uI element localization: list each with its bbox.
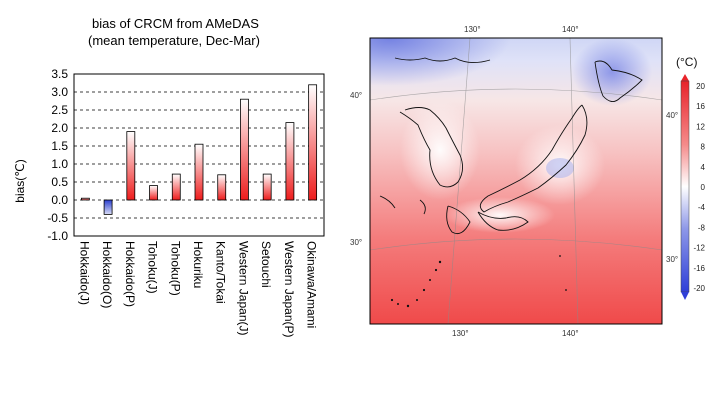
bar-western-japan-p	[285, 122, 295, 201]
map-lon-label-140-bottom: 140°	[562, 329, 579, 338]
bar-okinawa-amami	[308, 84, 318, 201]
colorbar-tick-label: -16	[693, 264, 705, 273]
bar-kanto-tokai	[217, 174, 227, 201]
y-tick-label: 0.0	[51, 193, 68, 207]
bar-tohoku-p	[171, 173, 181, 201]
chart-bars	[80, 84, 318, 215]
y-tick-label: 0.5	[51, 175, 68, 189]
x-tick-label: Kanto/Tokai	[214, 241, 228, 304]
y-tick-label: 1.5	[51, 139, 68, 153]
map-lon-label-130-top: 130°	[464, 25, 481, 34]
x-tick-label: Hokuriku	[191, 241, 205, 288]
map-field	[370, 38, 662, 324]
colorbar-max-arrow	[681, 74, 689, 81]
map-lat-label-40-left: 40°	[350, 91, 362, 100]
y-tick-label: -0.5	[47, 211, 68, 225]
colorbar-tick-label: 20	[696, 82, 705, 91]
map-lat-label-30-left: 30°	[350, 238, 362, 247]
colorbar-tick-label: 12	[696, 122, 705, 131]
colorbar-tick-label: 4	[701, 163, 706, 172]
x-tick-label: Tohoku(P)	[168, 241, 182, 296]
colorbar	[680, 80, 690, 293]
bar-setouchi	[262, 173, 272, 201]
y-tick-label: 3.0	[51, 85, 68, 99]
y-tick-labels: 3.5 3.0 2.5 2.0 1.5 1.0 0.5 0.0 -0.5 -1.0	[47, 67, 68, 243]
x-tick-label: Setouchi	[259, 241, 273, 288]
colorbar-tick-label: -4	[698, 203, 706, 212]
y-tick-label: 3.5	[51, 67, 68, 81]
bar-western-japan-j	[240, 98, 249, 201]
bias-bar-chart: 3.5 3.0 2.5 2.0 1.5 1.0 0.5 0.0 -0.5 -1.0 Hokkaid…	[13, 67, 325, 338]
colorbar-tick-labels: 20 16 12 8 4 0 -4 -8 -12 -16 -20	[693, 82, 705, 293]
colorbar-unit: (°C)	[676, 55, 697, 69]
chart-title: bias of CRCM from AMeDAS	[92, 16, 259, 31]
map-lat-label-30-right: 30°	[666, 255, 678, 264]
chart-subtitle: (mean temperature, Dec-Mar)	[88, 33, 260, 48]
plot-frame	[73, 73, 325, 237]
x-tick-label: Okinawa/Amami	[305, 241, 319, 328]
bar-hokkaido-j	[80, 197, 90, 201]
bar-hokkaido-p	[126, 131, 136, 201]
colorbar-tick-label: -12	[693, 244, 705, 253]
x-tick-label: Western Japan(P)	[282, 241, 296, 338]
colorbar-tick-label: -20	[693, 284, 705, 293]
colorbar-tick-label: 16	[696, 102, 705, 111]
y-tick-label: 2.0	[51, 121, 68, 135]
bar-hokuriku	[194, 143, 204, 201]
bar-tohoku-j	[149, 185, 158, 201]
bar-hokkaido-o	[103, 199, 113, 215]
x-tick-label: Hokkaido(J)	[77, 241, 91, 305]
y-tick-label: 2.5	[51, 103, 68, 117]
x-tick-labels: Hokkaido(J) Hokkaido(O) Hokkaido(P) Tohoku(…	[77, 241, 318, 338]
y-axis-label: bias(℃)	[13, 159, 27, 202]
map-frame	[369, 37, 663, 325]
x-tick-label: Tohoku(J)	[146, 241, 160, 294]
x-tick-label: Hokkaido(P)	[123, 241, 137, 307]
y-tick-label: -1.0	[47, 229, 68, 243]
map-lon-label-140-top: 140°	[562, 25, 579, 34]
coastlines	[379, 57, 643, 235]
map-lon-label-130-bottom: 130°	[452, 329, 469, 338]
x-tick-label: Western Japan(J)	[236, 241, 250, 335]
island-dots	[390, 255, 567, 308]
colorbar-min-arrow	[681, 292, 689, 300]
colorbar-tick-label: -8	[698, 223, 706, 232]
map-lat-label-40-right: 40°	[666, 111, 678, 120]
colorbar-tick-label: 0	[701, 183, 706, 192]
x-tick-label: Hokkaido(O)	[100, 241, 114, 308]
y-tick-label: 1.0	[51, 157, 68, 171]
colorbar-tick-label: 8	[701, 143, 706, 152]
